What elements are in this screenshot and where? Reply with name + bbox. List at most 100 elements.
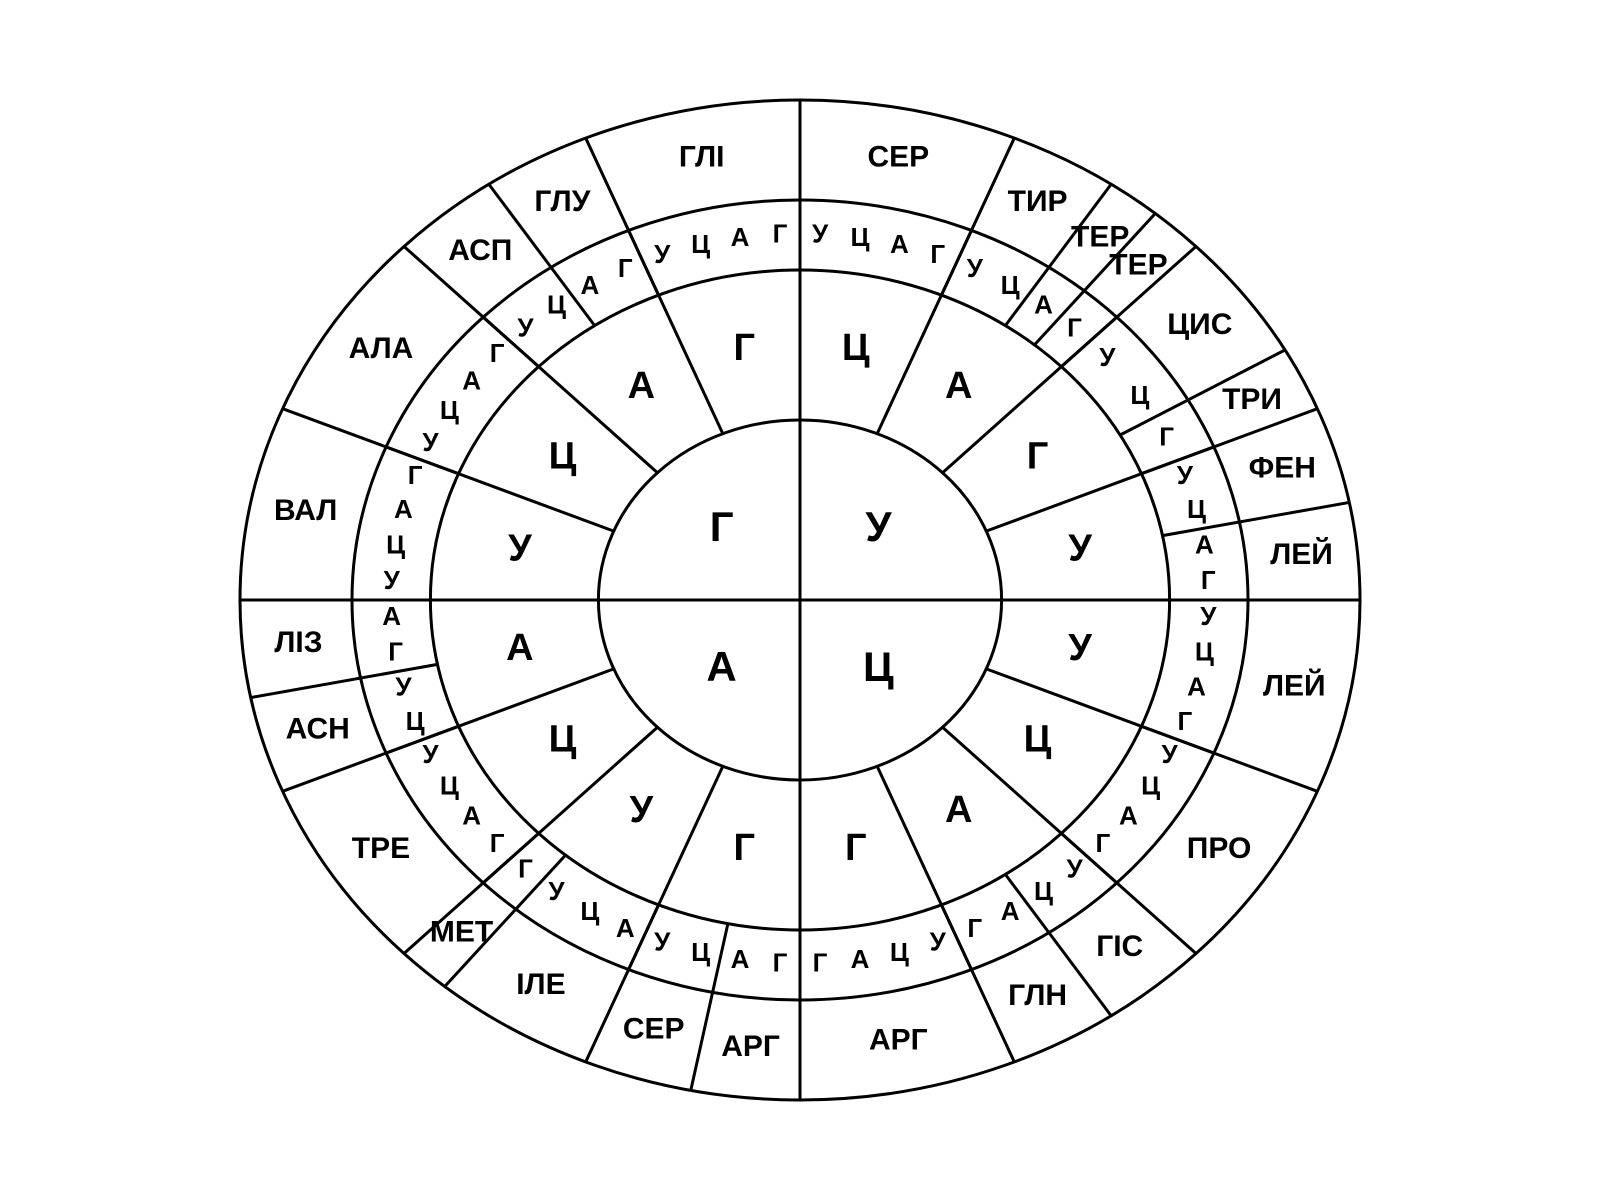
amino-acid: ГЛІ: [679, 141, 725, 174]
second-base: У: [508, 527, 532, 569]
third-base: Ц: [406, 706, 425, 736]
second-base: А: [628, 365, 655, 407]
third-base: А: [616, 913, 635, 943]
third-base: Г: [490, 338, 505, 368]
amino-acid: ГЛН: [1008, 979, 1067, 1012]
third-base: У: [422, 739, 439, 769]
third-base: Ц: [890, 937, 909, 967]
third-base: А: [462, 800, 481, 830]
third-base: У: [1161, 739, 1178, 769]
third-base: Ц: [691, 937, 710, 967]
third-base: А: [462, 365, 481, 395]
third-base: У: [422, 427, 439, 457]
amino-acid: СЕР: [867, 141, 929, 174]
amino-acid: ГЛУ: [534, 185, 590, 218]
third-base: У: [654, 239, 671, 269]
amino-acid: ВАЛ: [274, 494, 337, 527]
first-base: А: [706, 643, 736, 690]
amino-acid: АЛА: [349, 332, 414, 365]
second-base: У: [1068, 527, 1092, 569]
third-base: Ц: [580, 896, 599, 926]
amino-acid: ФЕН: [1249, 451, 1316, 484]
amino-acid: ТЕР: [1109, 248, 1167, 281]
third-base: Г: [1067, 312, 1082, 342]
third-base: Г: [967, 913, 982, 943]
third-base: Ц: [1187, 494, 1206, 524]
third-base: Г: [813, 947, 828, 977]
second-base: Г: [734, 827, 756, 869]
third-base: У: [395, 672, 412, 702]
first-base: У: [865, 503, 892, 550]
second-base: А: [945, 365, 972, 407]
third-base: Ц: [1130, 380, 1149, 410]
third-base: А: [1195, 529, 1214, 559]
third-base: Г: [388, 636, 403, 666]
third-base: А: [1034, 290, 1053, 320]
third-base: Г: [773, 947, 788, 977]
amino-acid: ЛЕЙ: [1270, 537, 1333, 571]
third-base: А: [731, 944, 750, 974]
amino-acid: ЦИС: [1167, 308, 1232, 341]
third-base: А: [1187, 672, 1206, 702]
third-base: Г: [490, 828, 505, 858]
amino-acid: ГІС: [1096, 930, 1143, 963]
second-base: Г: [845, 827, 867, 869]
second-base: Г: [734, 327, 756, 369]
third-base: А: [890, 229, 909, 259]
third-base: А: [382, 601, 401, 631]
third-base: Ц: [386, 529, 405, 559]
third-base: Г: [930, 239, 945, 269]
first-base: Г: [710, 503, 734, 550]
amino-acid: ЛЕЙ: [1263, 669, 1326, 703]
third-base: Г: [1178, 706, 1193, 736]
third-base: Г: [1159, 421, 1174, 451]
second-base: Г: [1027, 435, 1049, 477]
third-base: У: [1066, 853, 1083, 883]
third-base: А: [580, 270, 599, 300]
third-base: У: [930, 927, 947, 957]
amino-acid: АРГ: [869, 1023, 928, 1056]
third-base: У: [1099, 342, 1116, 372]
third-base: Ц: [440, 771, 459, 801]
amino-acid: АРГ: [721, 1030, 780, 1063]
third-base: У: [384, 565, 401, 595]
third-base: У: [1177, 460, 1194, 490]
amino-acid: АСП: [448, 234, 512, 267]
amino-acid: МЕТ: [430, 915, 493, 948]
third-base: Ц: [1034, 876, 1053, 906]
third-base: Ц: [1195, 636, 1214, 666]
third-base: А: [1001, 896, 1020, 926]
third-base: Ц: [440, 395, 459, 425]
third-base: У: [967, 253, 984, 283]
second-base: Ц: [1024, 719, 1052, 761]
third-base: У: [654, 927, 671, 957]
third-base: Ц: [850, 222, 869, 252]
amino-acid: ТИР: [1008, 185, 1068, 218]
second-base: Ц: [549, 435, 577, 477]
codon-wheel: ГУЦАУЦАГЦАГУУЦАГГУЦАУЦАГВАЛУЦАГАЛАУЦАСПА…: [0, 0, 1600, 1200]
third-base: Г: [518, 853, 533, 883]
third-base: Г: [1201, 565, 1216, 595]
amino-acid: ПРО: [1187, 832, 1252, 865]
second-base: У: [1068, 627, 1092, 669]
second-base: Ц: [842, 327, 870, 369]
second-base: У: [630, 789, 654, 831]
third-base: Ц: [547, 290, 566, 320]
amino-acid: АСН: [286, 713, 350, 746]
third-base: Ц: [1001, 270, 1020, 300]
third-base: Г: [618, 253, 633, 283]
third-base: У: [812, 218, 829, 248]
second-base: Ц: [549, 719, 577, 761]
first-base: Ц: [863, 643, 894, 690]
third-base: Г: [1096, 828, 1111, 858]
third-base: А: [851, 944, 870, 974]
third-base: Г: [773, 218, 788, 248]
third-base: Ц: [691, 229, 710, 259]
third-base: А: [1119, 800, 1138, 830]
third-base: У: [1200, 601, 1217, 631]
amino-acid: СЕР: [623, 1013, 685, 1046]
amino-acid: ТРИ: [1222, 383, 1282, 416]
third-base: У: [548, 876, 565, 906]
third-base: А: [394, 494, 413, 524]
third-base: Г: [408, 460, 423, 490]
